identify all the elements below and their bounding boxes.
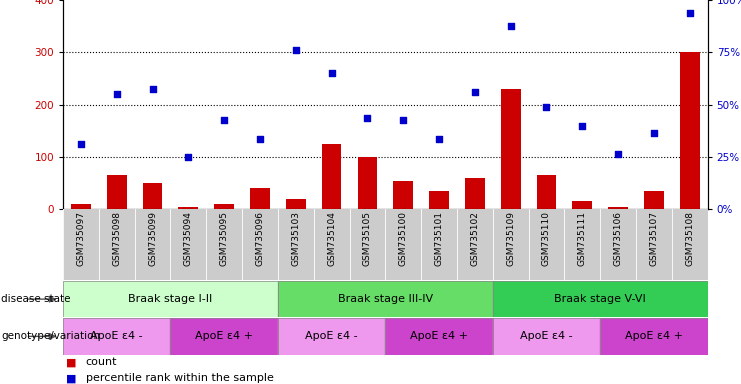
Bar xyxy=(600,318,708,355)
Text: ApoE ε4 -: ApoE ε4 - xyxy=(305,331,358,341)
Bar xyxy=(393,180,413,209)
Bar xyxy=(644,191,664,209)
Text: ApoE ε4 -: ApoE ε4 - xyxy=(520,331,573,341)
Bar xyxy=(278,281,493,317)
Text: ApoE ε4 +: ApoE ε4 + xyxy=(410,331,468,341)
Text: GSM735109: GSM735109 xyxy=(506,212,515,266)
Bar xyxy=(385,318,493,355)
Text: GSM735110: GSM735110 xyxy=(542,212,551,266)
Point xyxy=(505,23,516,29)
Text: GSM735111: GSM735111 xyxy=(578,212,587,266)
Text: GSM735107: GSM735107 xyxy=(649,212,659,266)
Text: ApoE ε4 +: ApoE ε4 + xyxy=(195,331,253,341)
Bar xyxy=(170,318,278,355)
Text: ■: ■ xyxy=(66,358,77,367)
Text: GSM735104: GSM735104 xyxy=(327,212,336,266)
Text: GSM735108: GSM735108 xyxy=(685,212,694,266)
Bar xyxy=(179,207,198,209)
Point xyxy=(182,154,194,160)
Bar xyxy=(501,89,520,209)
Text: GSM735101: GSM735101 xyxy=(434,212,444,266)
Bar xyxy=(214,204,234,209)
Bar xyxy=(143,183,162,209)
Text: GSM735097: GSM735097 xyxy=(76,212,85,266)
Point xyxy=(612,151,624,157)
Bar xyxy=(322,144,342,209)
Point xyxy=(325,70,337,76)
Bar xyxy=(278,318,385,355)
Bar xyxy=(385,318,493,355)
Text: GSM735096: GSM735096 xyxy=(256,212,265,266)
Point xyxy=(469,88,481,94)
Bar xyxy=(429,191,449,209)
Text: disease state: disease state xyxy=(1,294,71,304)
Bar xyxy=(358,157,377,209)
Text: percentile rank within the sample: percentile rank within the sample xyxy=(85,373,273,383)
Bar xyxy=(600,318,708,355)
Text: GSM735094: GSM735094 xyxy=(184,212,193,266)
Text: Braak stage III-IV: Braak stage III-IV xyxy=(338,294,433,304)
Bar xyxy=(493,281,708,317)
Bar xyxy=(465,178,485,209)
Bar xyxy=(286,199,305,209)
Text: ApoE ε4 -: ApoE ε4 - xyxy=(90,331,143,341)
Point xyxy=(397,117,409,123)
Bar xyxy=(573,202,592,209)
Bar xyxy=(250,189,270,209)
Point xyxy=(218,117,230,123)
Bar xyxy=(170,318,278,355)
Text: ApoE ε4 +: ApoE ε4 + xyxy=(625,331,683,341)
Point xyxy=(254,136,266,142)
Text: GSM735103: GSM735103 xyxy=(291,212,300,266)
Point xyxy=(362,115,373,121)
Point xyxy=(540,104,552,110)
Bar xyxy=(493,318,600,355)
Bar xyxy=(71,204,90,209)
Point xyxy=(433,136,445,142)
Bar xyxy=(278,281,493,317)
Bar xyxy=(63,318,170,355)
Point xyxy=(684,10,696,16)
Bar xyxy=(493,281,708,317)
Bar xyxy=(608,207,628,209)
Text: Braak stage V-VI: Braak stage V-VI xyxy=(554,294,646,304)
Text: GSM735106: GSM735106 xyxy=(614,212,622,266)
Text: GSM735099: GSM735099 xyxy=(148,212,157,266)
Point xyxy=(110,91,122,97)
Text: GSM735098: GSM735098 xyxy=(112,212,122,266)
Text: GSM735105: GSM735105 xyxy=(363,212,372,266)
Text: genotype/variation: genotype/variation xyxy=(1,331,101,341)
Bar xyxy=(680,52,700,209)
Bar xyxy=(278,318,385,355)
Point xyxy=(648,130,659,136)
Point xyxy=(576,122,588,129)
Text: GSM735100: GSM735100 xyxy=(399,212,408,266)
Bar xyxy=(536,175,556,209)
Point xyxy=(75,141,87,147)
Bar xyxy=(107,175,127,209)
Text: count: count xyxy=(85,358,117,367)
Text: ■: ■ xyxy=(66,373,77,383)
Point xyxy=(147,86,159,92)
Text: GSM735095: GSM735095 xyxy=(219,212,229,266)
Point xyxy=(290,46,302,53)
Bar xyxy=(63,281,278,317)
Bar xyxy=(63,281,278,317)
Bar xyxy=(493,318,600,355)
Bar xyxy=(63,318,170,355)
Text: Braak stage I-II: Braak stage I-II xyxy=(128,294,213,304)
Text: GSM735102: GSM735102 xyxy=(471,212,479,266)
